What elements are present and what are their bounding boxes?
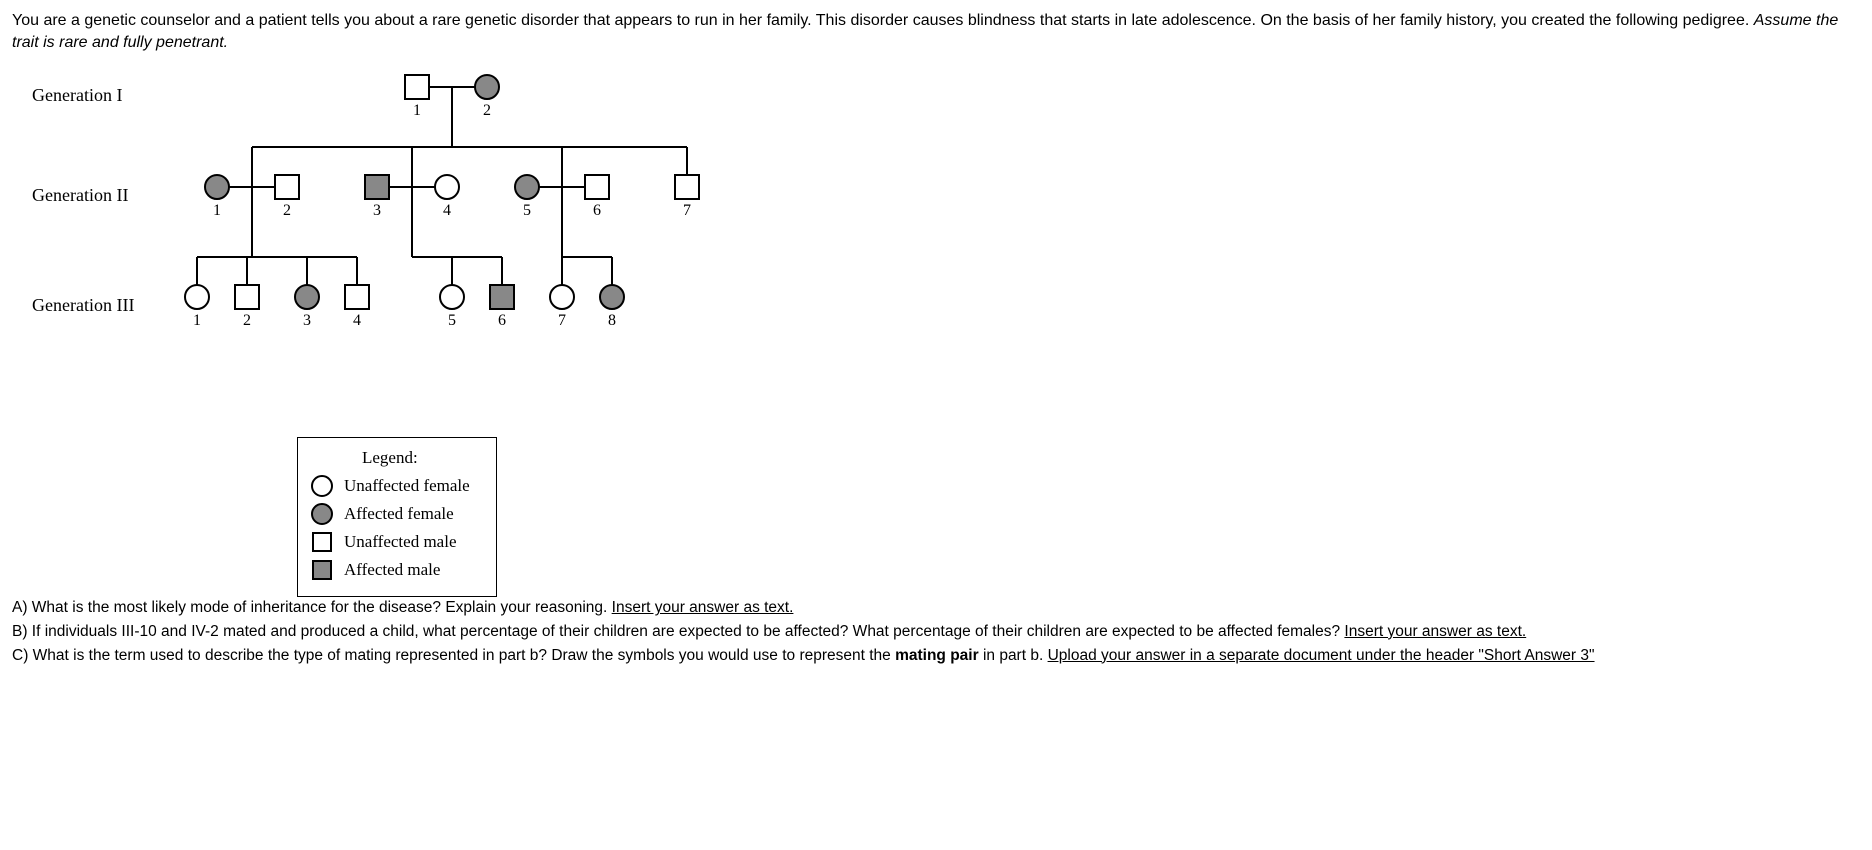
- svg-text:2: 2: [283, 202, 291, 219]
- pedigree-diagram: 1 2 1 2 3 4 5 6 7 1 2 3 4 5 6 7 8: [152, 67, 732, 357]
- svg-text:2: 2: [243, 312, 251, 329]
- question-c-text: C) What is the term used to describe the…: [12, 647, 895, 664]
- legend-label: Unaffected female: [344, 476, 470, 496]
- pedigree-area: Generation I Generation II Generation II…: [32, 67, 732, 587]
- legend-label: Unaffected male: [344, 532, 456, 552]
- svg-text:1: 1: [213, 202, 221, 219]
- circle-filled-icon: [310, 502, 334, 526]
- svg-text:5: 5: [523, 202, 531, 219]
- intro-text: You are a genetic counselor and a patien…: [12, 10, 1860, 53]
- intro-part1: You are a genetic counselor and a patien…: [12, 12, 1754, 29]
- svg-text:2: 2: [483, 102, 491, 119]
- question-c: C) What is the term used to describe the…: [12, 645, 1860, 667]
- question-b-text: B) If individuals III-10 and IV-2 mated …: [12, 623, 1344, 640]
- svg-text:4: 4: [353, 312, 361, 329]
- question-a: A) What is the most likely mode of inher…: [12, 597, 1860, 619]
- question-c-link: Upload your answer in a separate documen…: [1048, 647, 1595, 664]
- square-filled-icon: [310, 558, 334, 582]
- svg-text:5: 5: [448, 312, 456, 329]
- legend-row-unaffected-male: Unaffected male: [310, 530, 470, 554]
- question-c-bold: mating pair: [895, 647, 979, 664]
- gen2-label: Generation II: [32, 185, 128, 206]
- gen1-label: Generation I: [32, 85, 122, 106]
- svg-text:7: 7: [558, 312, 566, 329]
- legend-label: Affected female: [344, 504, 454, 524]
- circle-icon: [310, 474, 334, 498]
- svg-text:1: 1: [413, 102, 421, 119]
- square-icon: [310, 530, 334, 554]
- legend-row-affected-male: Affected male: [310, 558, 470, 582]
- svg-text:1: 1: [193, 312, 201, 329]
- gen3-label: Generation III: [32, 295, 134, 316]
- legend-row-affected-female: Affected female: [310, 502, 470, 526]
- svg-text:3: 3: [303, 312, 311, 329]
- legend-box: Legend: Unaffected female Affected femal…: [297, 437, 497, 597]
- legend-title: Legend:: [310, 448, 470, 468]
- svg-text:3: 3: [373, 202, 381, 219]
- svg-text:6: 6: [498, 312, 506, 329]
- question-a-text: A) What is the most likely mode of inher…: [12, 599, 612, 616]
- question-c-text2: in part b.: [979, 647, 1048, 664]
- legend-label: Affected male: [344, 560, 440, 580]
- question-b-link: Insert your answer as text.: [1344, 623, 1526, 640]
- svg-text:8: 8: [608, 312, 616, 329]
- legend-row-unaffected-female: Unaffected female: [310, 474, 470, 498]
- question-b: B) If individuals III-10 and IV-2 mated …: [12, 621, 1860, 643]
- questions: A) What is the most likely mode of inher…: [12, 597, 1860, 666]
- svg-text:7: 7: [683, 202, 691, 219]
- svg-text:6: 6: [593, 202, 601, 219]
- svg-text:4: 4: [443, 202, 451, 219]
- question-a-link: Insert your answer as text.: [612, 599, 794, 616]
